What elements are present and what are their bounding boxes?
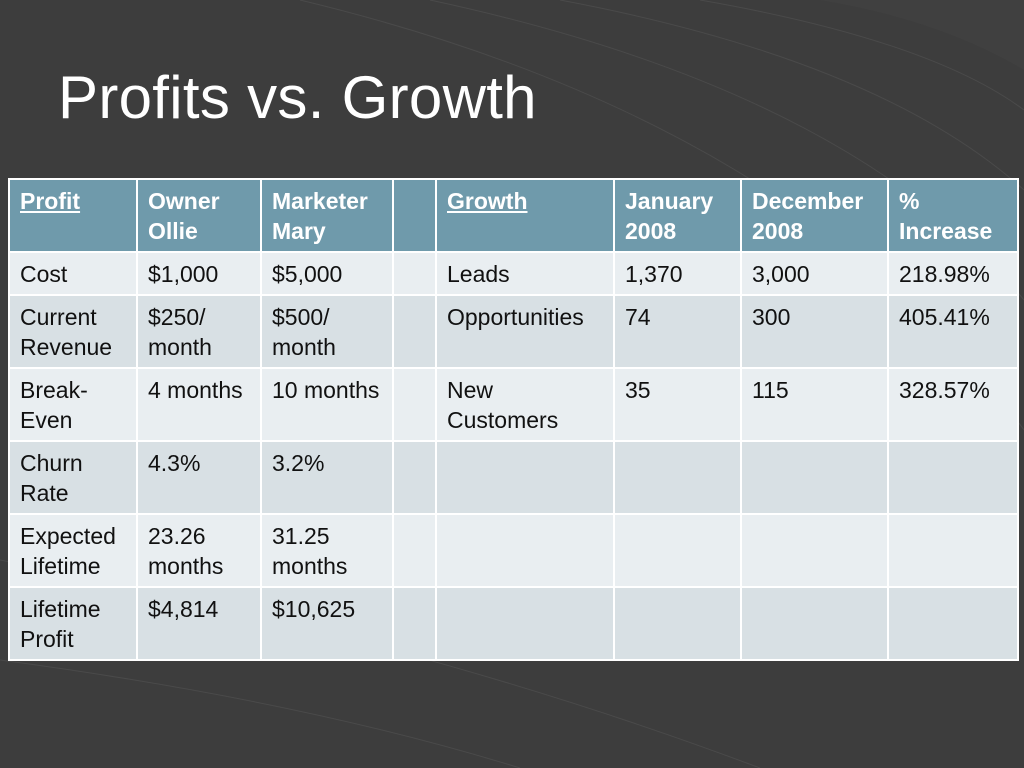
header-growth: Growth [435, 178, 615, 253]
table-cell: 4 months [136, 367, 262, 442]
header-growth-label: Growth [447, 188, 528, 214]
table-cell [613, 513, 742, 588]
table-cell [740, 586, 889, 661]
table-row: Break-Even 4 months 10 months New Custom… [8, 367, 1019, 442]
table-cell: Break-Even [8, 367, 138, 442]
header-spacer [392, 178, 437, 253]
table-cell: Cost [8, 251, 138, 296]
header-owner-ollie: Owner Ollie [136, 178, 262, 253]
table-cell: $10,625 [260, 586, 394, 661]
table-cell [887, 440, 1019, 515]
table-cell [435, 440, 615, 515]
table-cell [435, 586, 615, 661]
table-cell [887, 586, 1019, 661]
table-cell [613, 440, 742, 515]
table-row: Expected Lifetime 23.26 months 31.25 mon… [8, 513, 1019, 588]
table-cell: $5,000 [260, 251, 394, 296]
table-cell [740, 440, 889, 515]
table-row: Churn Rate 4.3% 3.2% [8, 440, 1019, 515]
table-cell [392, 294, 437, 369]
table-cell: 3.2% [260, 440, 394, 515]
table-cell: $4,814 [136, 586, 262, 661]
table-cell [435, 513, 615, 588]
table-cell: 300 [740, 294, 889, 369]
table-header-row: Profit Owner Ollie Marketer Mary Growth … [8, 178, 1019, 253]
table-cell [392, 367, 437, 442]
table-cell: Expected Lifetime [8, 513, 138, 588]
header-percent-increase: % Increase [887, 178, 1019, 253]
table-cell: Opportunities [435, 294, 615, 369]
table-cell: 35 [613, 367, 742, 442]
table-cell: 1,370 [613, 251, 742, 296]
table-cell [392, 513, 437, 588]
table-cell: Lifetime Profit [8, 586, 138, 661]
table-cell: $1,000 [136, 251, 262, 296]
header-january-2008: January 2008 [613, 178, 742, 253]
table-cell-highlight: 328.57% [887, 367, 1019, 442]
table-cell [887, 513, 1019, 588]
table-row: Lifetime Profit $4,814 $10,625 [8, 586, 1019, 661]
table-cell: 4.3% [136, 440, 262, 515]
header-profit: Profit [8, 178, 138, 253]
table-cell: $500/ month [260, 294, 394, 369]
table-cell: 405.41% [887, 294, 1019, 369]
table-row: Current Revenue $250/ month $500/ month … [8, 294, 1019, 369]
table-cell: 115 [740, 367, 889, 442]
table-cell [392, 586, 437, 661]
table-cell: 23.26 months [136, 513, 262, 588]
page-title: Profits vs. Growth [58, 64, 537, 131]
profits-growth-table: Profit Owner Ollie Marketer Mary Growth … [8, 178, 1019, 661]
table-cell: Leads [435, 251, 615, 296]
table-cell [392, 251, 437, 296]
header-marketer-mary: Marketer Mary [260, 178, 394, 253]
table-cell: $250/ month [136, 294, 262, 369]
header-december-2008: December 2008 [740, 178, 889, 253]
table-row: Cost $1,000 $5,000 Leads 1,370 3,000 218… [8, 251, 1019, 296]
table-cell [613, 586, 742, 661]
table-cell: 218.98% [887, 251, 1019, 296]
table-cell: 10 months [260, 367, 394, 442]
table-cell: Churn Rate [8, 440, 138, 515]
table-cell: Current Revenue [8, 294, 138, 369]
table-cell: New Customers [435, 367, 615, 442]
table-cell: 31.25 months [260, 513, 394, 588]
table-cell [740, 513, 889, 588]
header-profit-label: Profit [20, 188, 81, 214]
table-cell: 3,000 [740, 251, 889, 296]
table-cell [392, 440, 437, 515]
table-cell: 74 [613, 294, 742, 369]
